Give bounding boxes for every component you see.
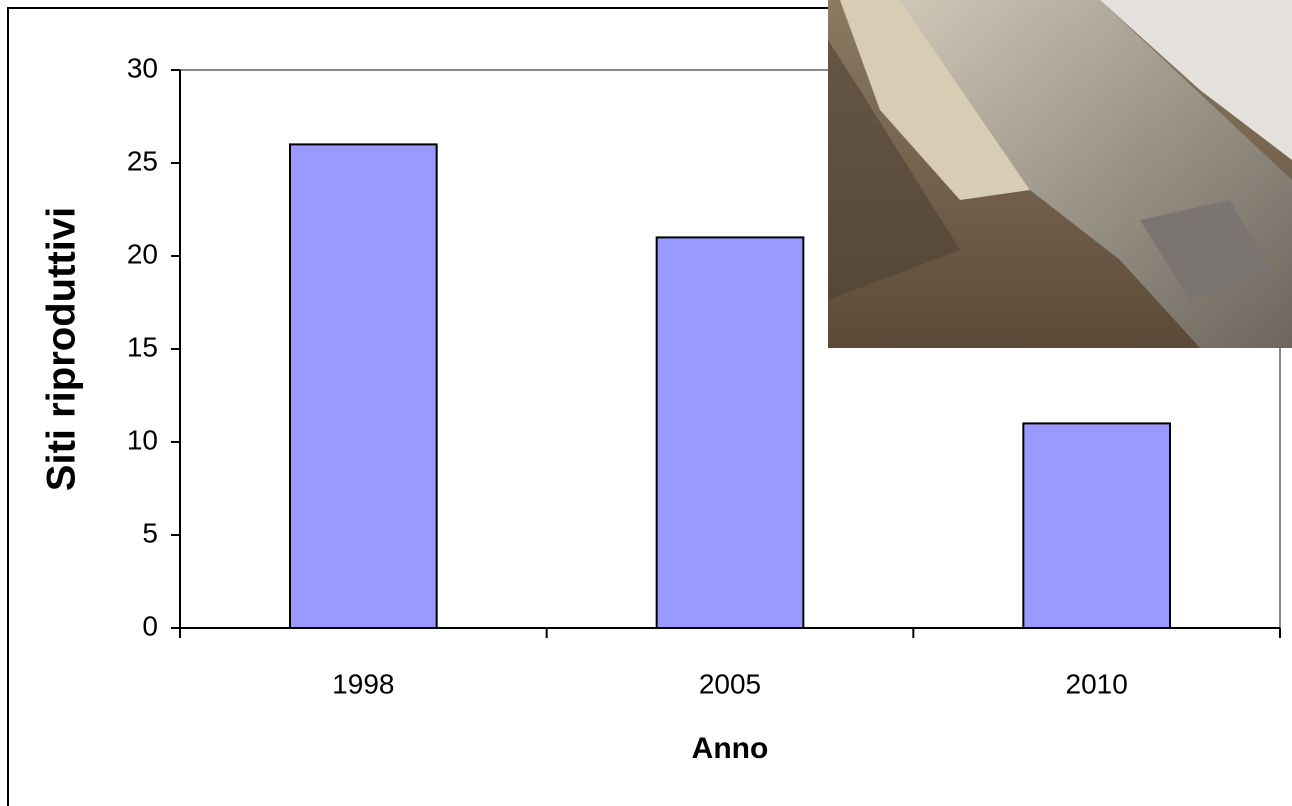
x-axis-title: Anno bbox=[692, 732, 769, 765]
x-tick-label: 2010 bbox=[1066, 668, 1128, 699]
x-tick-label: 1998 bbox=[332, 668, 394, 699]
bar bbox=[290, 144, 437, 628]
page: {"chart_data": {"type": "bar", "x_label"… bbox=[0, 0, 1292, 806]
y-tick-label: 30 bbox=[127, 52, 158, 83]
y-tick-label: 10 bbox=[127, 424, 158, 455]
y-tick-label: 25 bbox=[127, 145, 158, 176]
y-tick-label: 20 bbox=[127, 238, 158, 269]
y-tick-label: 15 bbox=[127, 331, 158, 362]
y-tick-label: 0 bbox=[142, 610, 158, 641]
x-tick-label: 2005 bbox=[699, 668, 761, 699]
chart: 0 5 10 15 20 25 30 1998 2005 2010 Anno Siti ripro… bbox=[0, 0, 1292, 806]
y-tick-label: 5 bbox=[142, 517, 158, 548]
bar bbox=[1023, 423, 1170, 628]
y-axis-title: Siti riproduttivi bbox=[40, 207, 84, 491]
bar bbox=[657, 237, 804, 628]
photo bbox=[828, 0, 1292, 348]
